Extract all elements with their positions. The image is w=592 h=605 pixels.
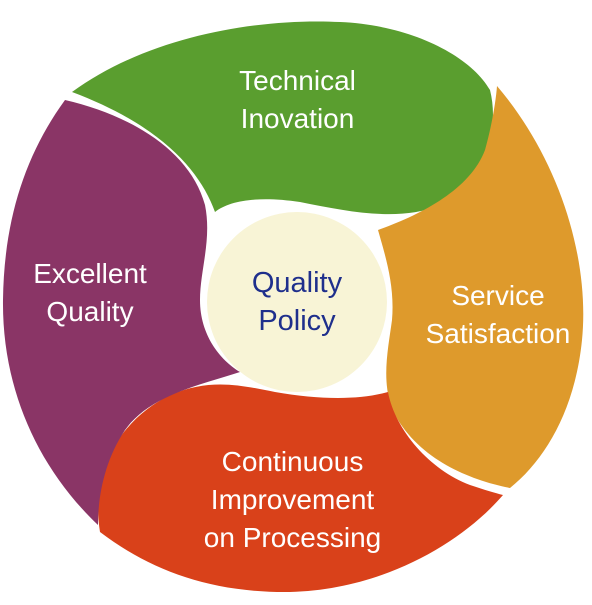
label-technical-inovation: Technical Inovation xyxy=(239,65,356,134)
label-continuous-improvement: Continuous Improvement on Processing xyxy=(203,446,382,553)
segment-continuous-improvement xyxy=(98,384,503,593)
center-circle xyxy=(207,212,387,392)
segment-excellent-quality xyxy=(2,100,240,525)
segment-service-satisfaction xyxy=(378,86,584,488)
label-excellent-quality: Excellent Quality xyxy=(33,258,147,327)
label-service-satisfaction: Service Satisfaction xyxy=(425,280,571,349)
segment-technical-inovation xyxy=(72,21,493,215)
center-label-quality-policy: Quality Policy xyxy=(251,267,343,337)
